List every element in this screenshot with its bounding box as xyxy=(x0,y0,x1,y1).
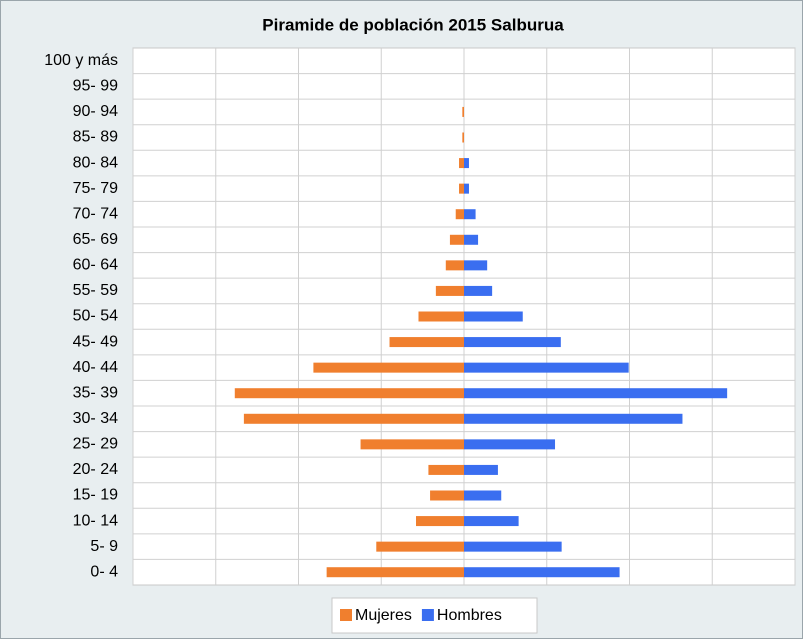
bar xyxy=(464,388,728,399)
bar xyxy=(464,285,493,296)
legend-box xyxy=(331,597,538,634)
bar xyxy=(243,413,464,424)
bar xyxy=(418,311,464,322)
y-tick-label: 25- 29 xyxy=(73,436,118,453)
bar xyxy=(428,464,464,475)
y-tick-label: 55- 59 xyxy=(73,282,118,299)
bar xyxy=(360,439,464,450)
bar xyxy=(462,106,464,117)
legend-swatch xyxy=(340,609,352,621)
bar xyxy=(464,362,629,373)
bar xyxy=(464,158,469,169)
bar xyxy=(464,311,523,322)
chart-title: Piramide de población 2015 Salburua xyxy=(262,15,564,34)
y-tick-label: 100 y más xyxy=(44,52,118,69)
y-tick-label: 80- 84 xyxy=(73,154,118,171)
y-tick-label: 5- 9 xyxy=(90,538,118,555)
y-tick-label: 35- 39 xyxy=(73,384,118,401)
bar xyxy=(464,464,498,475)
bar xyxy=(464,337,561,348)
bar xyxy=(430,490,464,501)
bar xyxy=(464,516,519,527)
bar xyxy=(389,337,464,348)
y-tick-label: 70- 74 xyxy=(73,205,118,222)
bar xyxy=(449,234,464,245)
bar xyxy=(464,260,488,271)
legend-label: Hombres xyxy=(437,607,502,624)
y-tick-label: 60- 64 xyxy=(73,257,118,274)
bar xyxy=(313,362,464,373)
y-tick-label: 75- 79 xyxy=(73,180,118,197)
bar xyxy=(435,285,464,296)
bar xyxy=(459,158,464,169)
bar xyxy=(464,209,476,220)
bar xyxy=(416,516,464,527)
bar xyxy=(455,209,464,220)
bar xyxy=(326,567,464,578)
y-tick-label: 85- 89 xyxy=(73,129,118,146)
bar xyxy=(464,490,502,501)
bar xyxy=(234,388,464,399)
y-tick-label: 10- 14 xyxy=(73,512,118,529)
y-tick-label: 65- 69 xyxy=(73,231,118,248)
y-tick-label: 90- 94 xyxy=(73,103,118,120)
legend-swatch xyxy=(421,609,434,621)
y-tick-label: 50- 54 xyxy=(73,308,118,325)
bar xyxy=(464,413,683,424)
bar xyxy=(462,132,464,143)
y-tick-label: 30- 34 xyxy=(73,410,118,427)
bar xyxy=(464,439,556,450)
bar xyxy=(459,183,464,194)
bar xyxy=(464,183,469,194)
y-tick-label: 45- 49 xyxy=(73,333,118,350)
bar xyxy=(376,541,464,552)
y-tick-label: 15- 19 xyxy=(73,487,118,504)
legend-label: Mujeres xyxy=(355,607,412,624)
y-tick-label: 40- 44 xyxy=(73,359,118,376)
bar xyxy=(464,234,479,245)
bar xyxy=(445,260,464,271)
bar xyxy=(464,567,620,578)
y-tick-label: 20- 24 xyxy=(73,461,118,478)
y-tick-label: 0- 4 xyxy=(90,563,118,580)
bar xyxy=(464,541,562,552)
y-tick-label: 95- 99 xyxy=(73,78,118,95)
